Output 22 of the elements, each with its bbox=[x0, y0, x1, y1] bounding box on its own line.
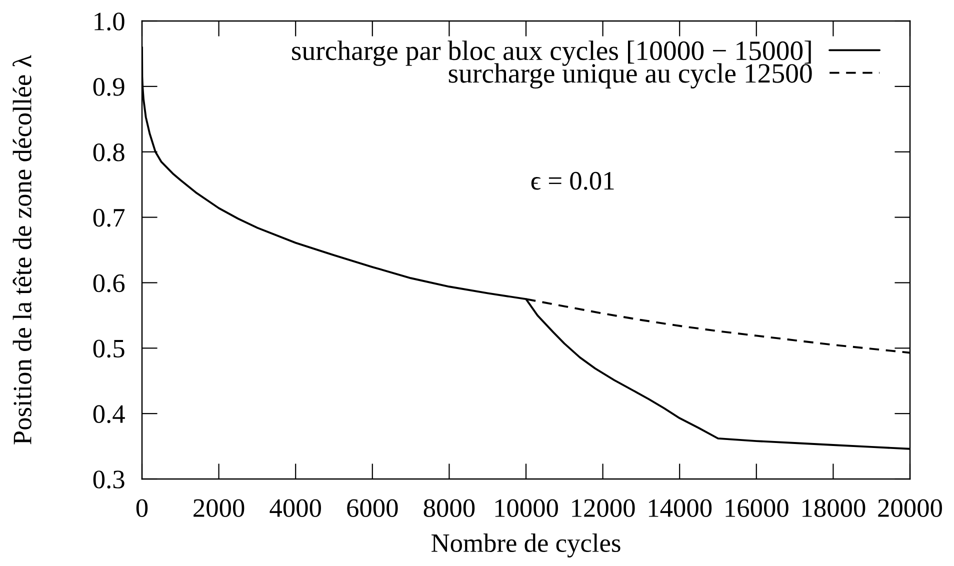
y-tick-label: 0.8 bbox=[93, 143, 124, 162]
x-tick-label: 18000 bbox=[802, 499, 866, 518]
y-tick-label: 0.9 bbox=[93, 78, 124, 96]
y-tick-label: 0.7 bbox=[93, 208, 125, 227]
y-tick-label: 0.4 bbox=[93, 405, 125, 424]
y-axis-title: Position de la tête de zone décollée λ bbox=[12, 55, 32, 444]
x-tick-label: 8000 bbox=[424, 499, 475, 518]
x-tick-label: 10000 bbox=[495, 499, 558, 518]
annotation: ϵ = 0.01 bbox=[531, 172, 614, 190]
x-tick-label: 14000 bbox=[648, 499, 712, 518]
x-tick-label: 20000 bbox=[878, 499, 942, 518]
y-tick-label: 0.5 bbox=[93, 340, 124, 358]
y-tick-label: 1.0 bbox=[94, 12, 124, 31]
x-tick-label: 0 bbox=[136, 499, 148, 518]
x-axis-title: Nombre de cycles bbox=[432, 533, 620, 558]
y-tick-label: 0.6 bbox=[93, 274, 125, 292]
x-tick-label: 6000 bbox=[347, 499, 398, 518]
y-tick-label: 0.3 bbox=[93, 470, 124, 489]
x-tick-label: 12000 bbox=[572, 499, 635, 518]
x-tick-label: 4000 bbox=[270, 499, 321, 518]
x-tick-label: 2000 bbox=[194, 499, 244, 518]
x-tick-label: 16000 bbox=[726, 499, 788, 518]
